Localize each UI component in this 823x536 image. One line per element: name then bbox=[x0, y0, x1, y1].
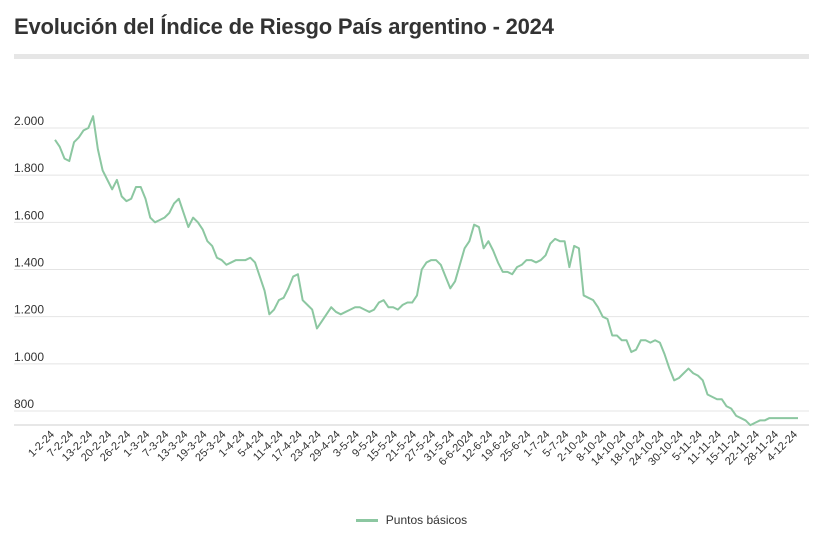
y-tick-label: 800 bbox=[14, 397, 34, 411]
y-tick-label: 1.200 bbox=[14, 303, 44, 317]
y-tick-label: 2.000 bbox=[14, 114, 44, 128]
series-layer bbox=[54, 115, 798, 427]
x-axis-labels: 1-2-247-2-2413-2-2420-2-2426-2-241-3-247… bbox=[26, 429, 800, 469]
y-axis-labels: 800 1.000 1.200 1.400 1.600 1.800 2.000 bbox=[14, 114, 44, 411]
y-tick-label: 1.000 bbox=[14, 350, 44, 364]
gridlines bbox=[14, 127, 809, 426]
y-tick-label: 1.800 bbox=[14, 161, 44, 175]
legend: Puntos básicos bbox=[0, 513, 823, 527]
y-tick-label: 1.400 bbox=[14, 256, 44, 270]
series-line-puntos-basicos[interactable] bbox=[54, 115, 798, 427]
y-tick-label: 1.600 bbox=[14, 208, 44, 222]
chart-title: Evolución del Índice de Riesgo País arge… bbox=[14, 14, 554, 39]
legend-label[interactable]: Puntos básicos bbox=[385, 513, 468, 527]
title-divider bbox=[14, 54, 809, 59]
legend-swatch bbox=[355, 518, 378, 522]
